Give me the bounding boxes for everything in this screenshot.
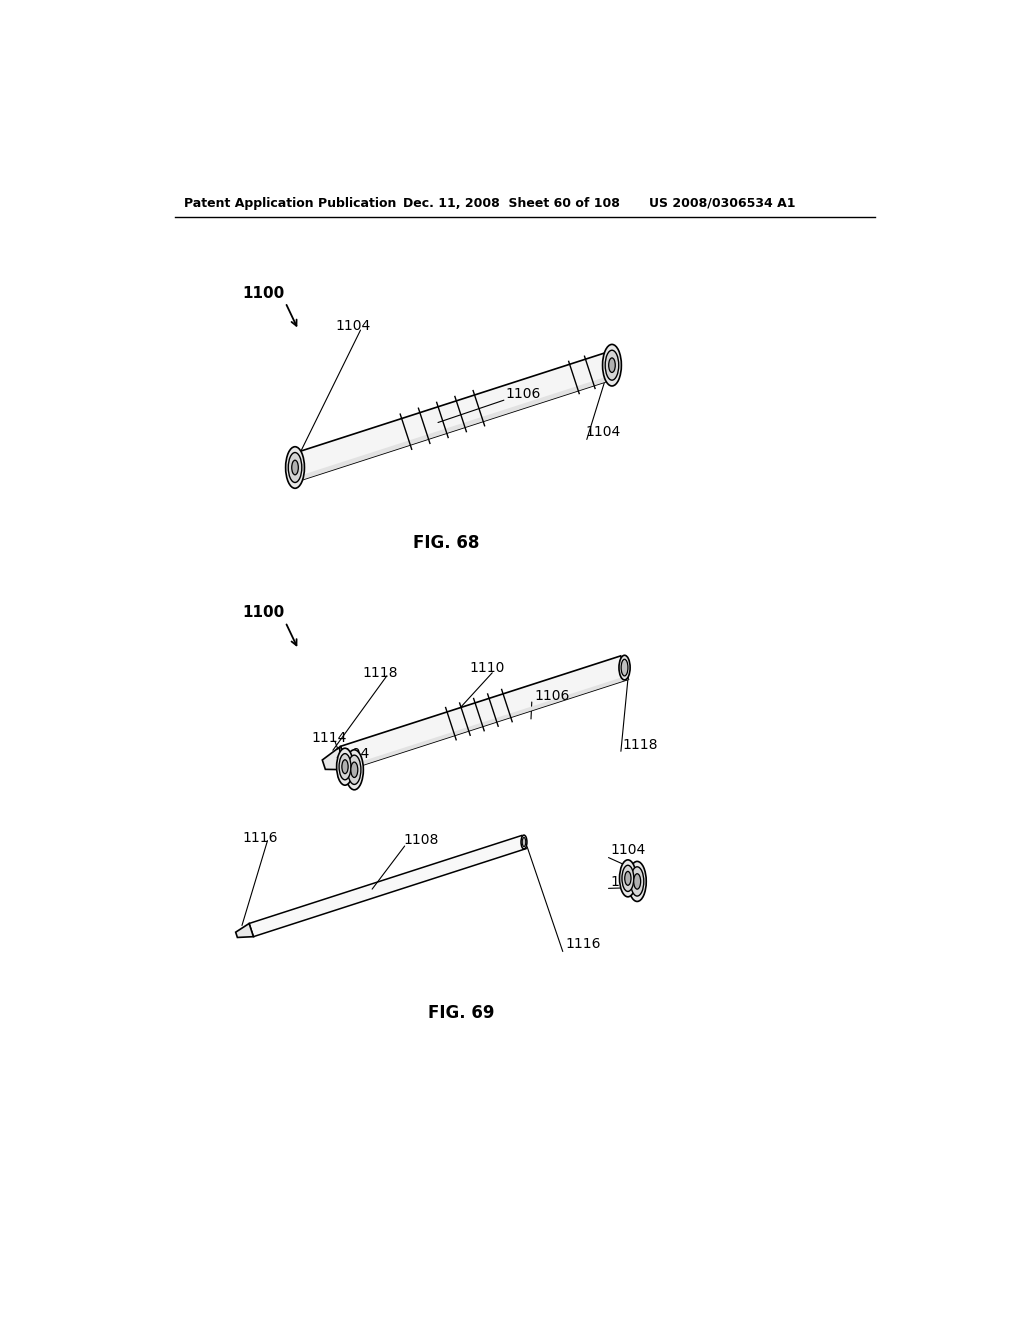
Text: 1104: 1104 bbox=[336, 319, 371, 333]
Text: 1108: 1108 bbox=[403, 833, 438, 847]
Ellipse shape bbox=[622, 866, 634, 891]
Ellipse shape bbox=[608, 358, 615, 372]
Text: 1116: 1116 bbox=[566, 937, 601, 950]
Ellipse shape bbox=[342, 760, 348, 774]
Ellipse shape bbox=[288, 453, 302, 483]
Polygon shape bbox=[249, 836, 526, 937]
Text: 1106: 1106 bbox=[535, 689, 570, 702]
Ellipse shape bbox=[348, 755, 360, 784]
Text: Dec. 11, 2008  Sheet 60 of 108: Dec. 11, 2008 Sheet 60 of 108 bbox=[403, 197, 620, 210]
Ellipse shape bbox=[522, 837, 525, 846]
Text: 1100: 1100 bbox=[243, 605, 285, 620]
Ellipse shape bbox=[345, 750, 364, 789]
Text: 1114: 1114 bbox=[311, 731, 347, 746]
Ellipse shape bbox=[618, 655, 630, 680]
Text: 1118: 1118 bbox=[362, 665, 397, 680]
Text: 1110: 1110 bbox=[469, 661, 505, 675]
Polygon shape bbox=[347, 676, 629, 770]
Ellipse shape bbox=[351, 762, 357, 777]
Ellipse shape bbox=[625, 871, 631, 886]
Ellipse shape bbox=[339, 754, 351, 780]
Text: FIG. 68: FIG. 68 bbox=[413, 535, 479, 552]
Text: 1104: 1104 bbox=[610, 843, 645, 857]
Ellipse shape bbox=[628, 862, 646, 902]
Text: 1100: 1100 bbox=[243, 285, 285, 301]
Ellipse shape bbox=[634, 874, 641, 890]
Ellipse shape bbox=[337, 748, 353, 785]
Polygon shape bbox=[236, 924, 253, 937]
Text: 1104: 1104 bbox=[335, 747, 370, 760]
Text: 1118: 1118 bbox=[623, 738, 658, 752]
Ellipse shape bbox=[605, 350, 618, 380]
Text: FIG. 69: FIG. 69 bbox=[428, 1005, 495, 1022]
Polygon shape bbox=[291, 352, 616, 480]
Text: 1114: 1114 bbox=[610, 875, 645, 890]
Text: 1104: 1104 bbox=[586, 425, 621, 438]
Text: 1116: 1116 bbox=[243, 830, 279, 845]
Text: Patent Application Publication: Patent Application Publication bbox=[183, 197, 396, 210]
Ellipse shape bbox=[622, 659, 628, 676]
Ellipse shape bbox=[602, 345, 622, 385]
Ellipse shape bbox=[286, 446, 304, 488]
Ellipse shape bbox=[521, 836, 527, 849]
Text: US 2008/0306534 A1: US 2008/0306534 A1 bbox=[649, 197, 796, 210]
Ellipse shape bbox=[620, 859, 636, 896]
Ellipse shape bbox=[631, 867, 644, 896]
Text: 1106: 1106 bbox=[506, 387, 541, 401]
Polygon shape bbox=[341, 656, 629, 770]
Ellipse shape bbox=[292, 461, 298, 475]
Polygon shape bbox=[298, 374, 616, 480]
Polygon shape bbox=[323, 746, 348, 770]
